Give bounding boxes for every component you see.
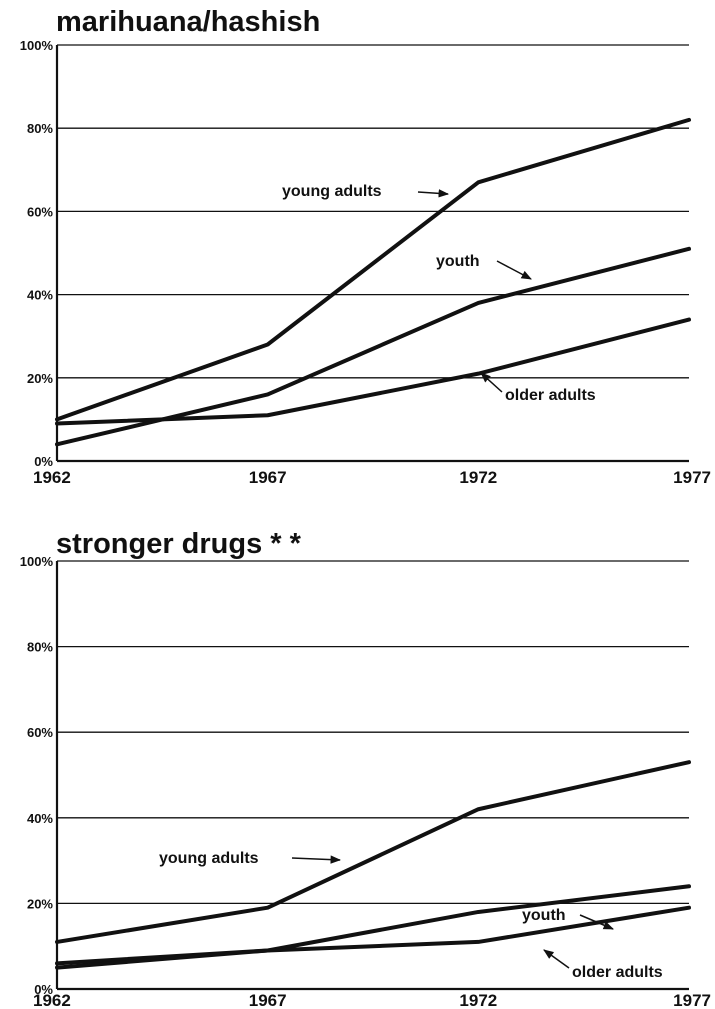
chart-marihuana-hashish: marihuana/hashish 0% 20% 40% 60% 80% 100% 196… <box>20 6 711 487</box>
series-line-young-adults <box>55 117 691 422</box>
annotation-arrow-older-adults <box>543 949 570 969</box>
series-line-young-adults <box>55 760 691 944</box>
annotation-arrow-youth <box>496 260 532 280</box>
annotation-arrow-young-adults <box>417 189 450 198</box>
series-line-youth <box>55 246 691 447</box>
series-line-older-adults <box>55 905 691 970</box>
annotation-arrow-youth <box>579 914 614 930</box>
y-tick-label: 20% <box>27 896 53 911</box>
series-label-older-adults: older adults <box>572 964 663 981</box>
x-tick-label: 1962 <box>33 468 71 487</box>
x-tick-label: 1967 <box>249 991 287 1009</box>
series-line-youth <box>55 884 691 966</box>
series-label-youth: youth <box>522 907 566 924</box>
y-tick-label: 80% <box>27 121 53 136</box>
x-tick-label: 1967 <box>249 468 287 487</box>
series-label-youth: youth <box>436 253 480 270</box>
chart-title: marihuana/hashish <box>56 6 320 38</box>
y-tick-label: 100% <box>20 554 54 569</box>
y-tick-label: 20% <box>27 371 53 386</box>
y-tick-label: 40% <box>27 811 53 826</box>
chart-title: stronger drugs * * <box>56 528 302 560</box>
annotation-arrow-older-adults <box>480 372 503 393</box>
y-tick-label: 60% <box>27 204 53 219</box>
y-tick-label: 0% <box>34 454 53 469</box>
y-tick-label: 0% <box>34 982 53 997</box>
chart-stronger-drugs: stronger drugs * * 0% 20% 40% 60% 80% 100% 19… <box>20 528 711 1009</box>
x-tick-label: 1972 <box>459 991 497 1009</box>
x-tick-label: 1977 <box>673 991 711 1009</box>
series-line-older-adults <box>55 317 691 426</box>
x-tick-label: 1977 <box>673 468 711 487</box>
series-label-young-adults: young adults <box>282 183 382 200</box>
annotation-arrow-young-adults <box>291 855 342 864</box>
y-tick-label: 40% <box>27 288 53 303</box>
y-tick-label: 100% <box>20 38 54 53</box>
series-label-young-adults: young adults <box>159 850 259 867</box>
x-tick-label: 1972 <box>459 468 497 487</box>
x-tick-label: 1962 <box>33 991 71 1009</box>
y-tick-label: 60% <box>27 725 53 740</box>
y-tick-label: 80% <box>27 640 53 655</box>
series-label-older-adults: older adults <box>505 387 596 404</box>
